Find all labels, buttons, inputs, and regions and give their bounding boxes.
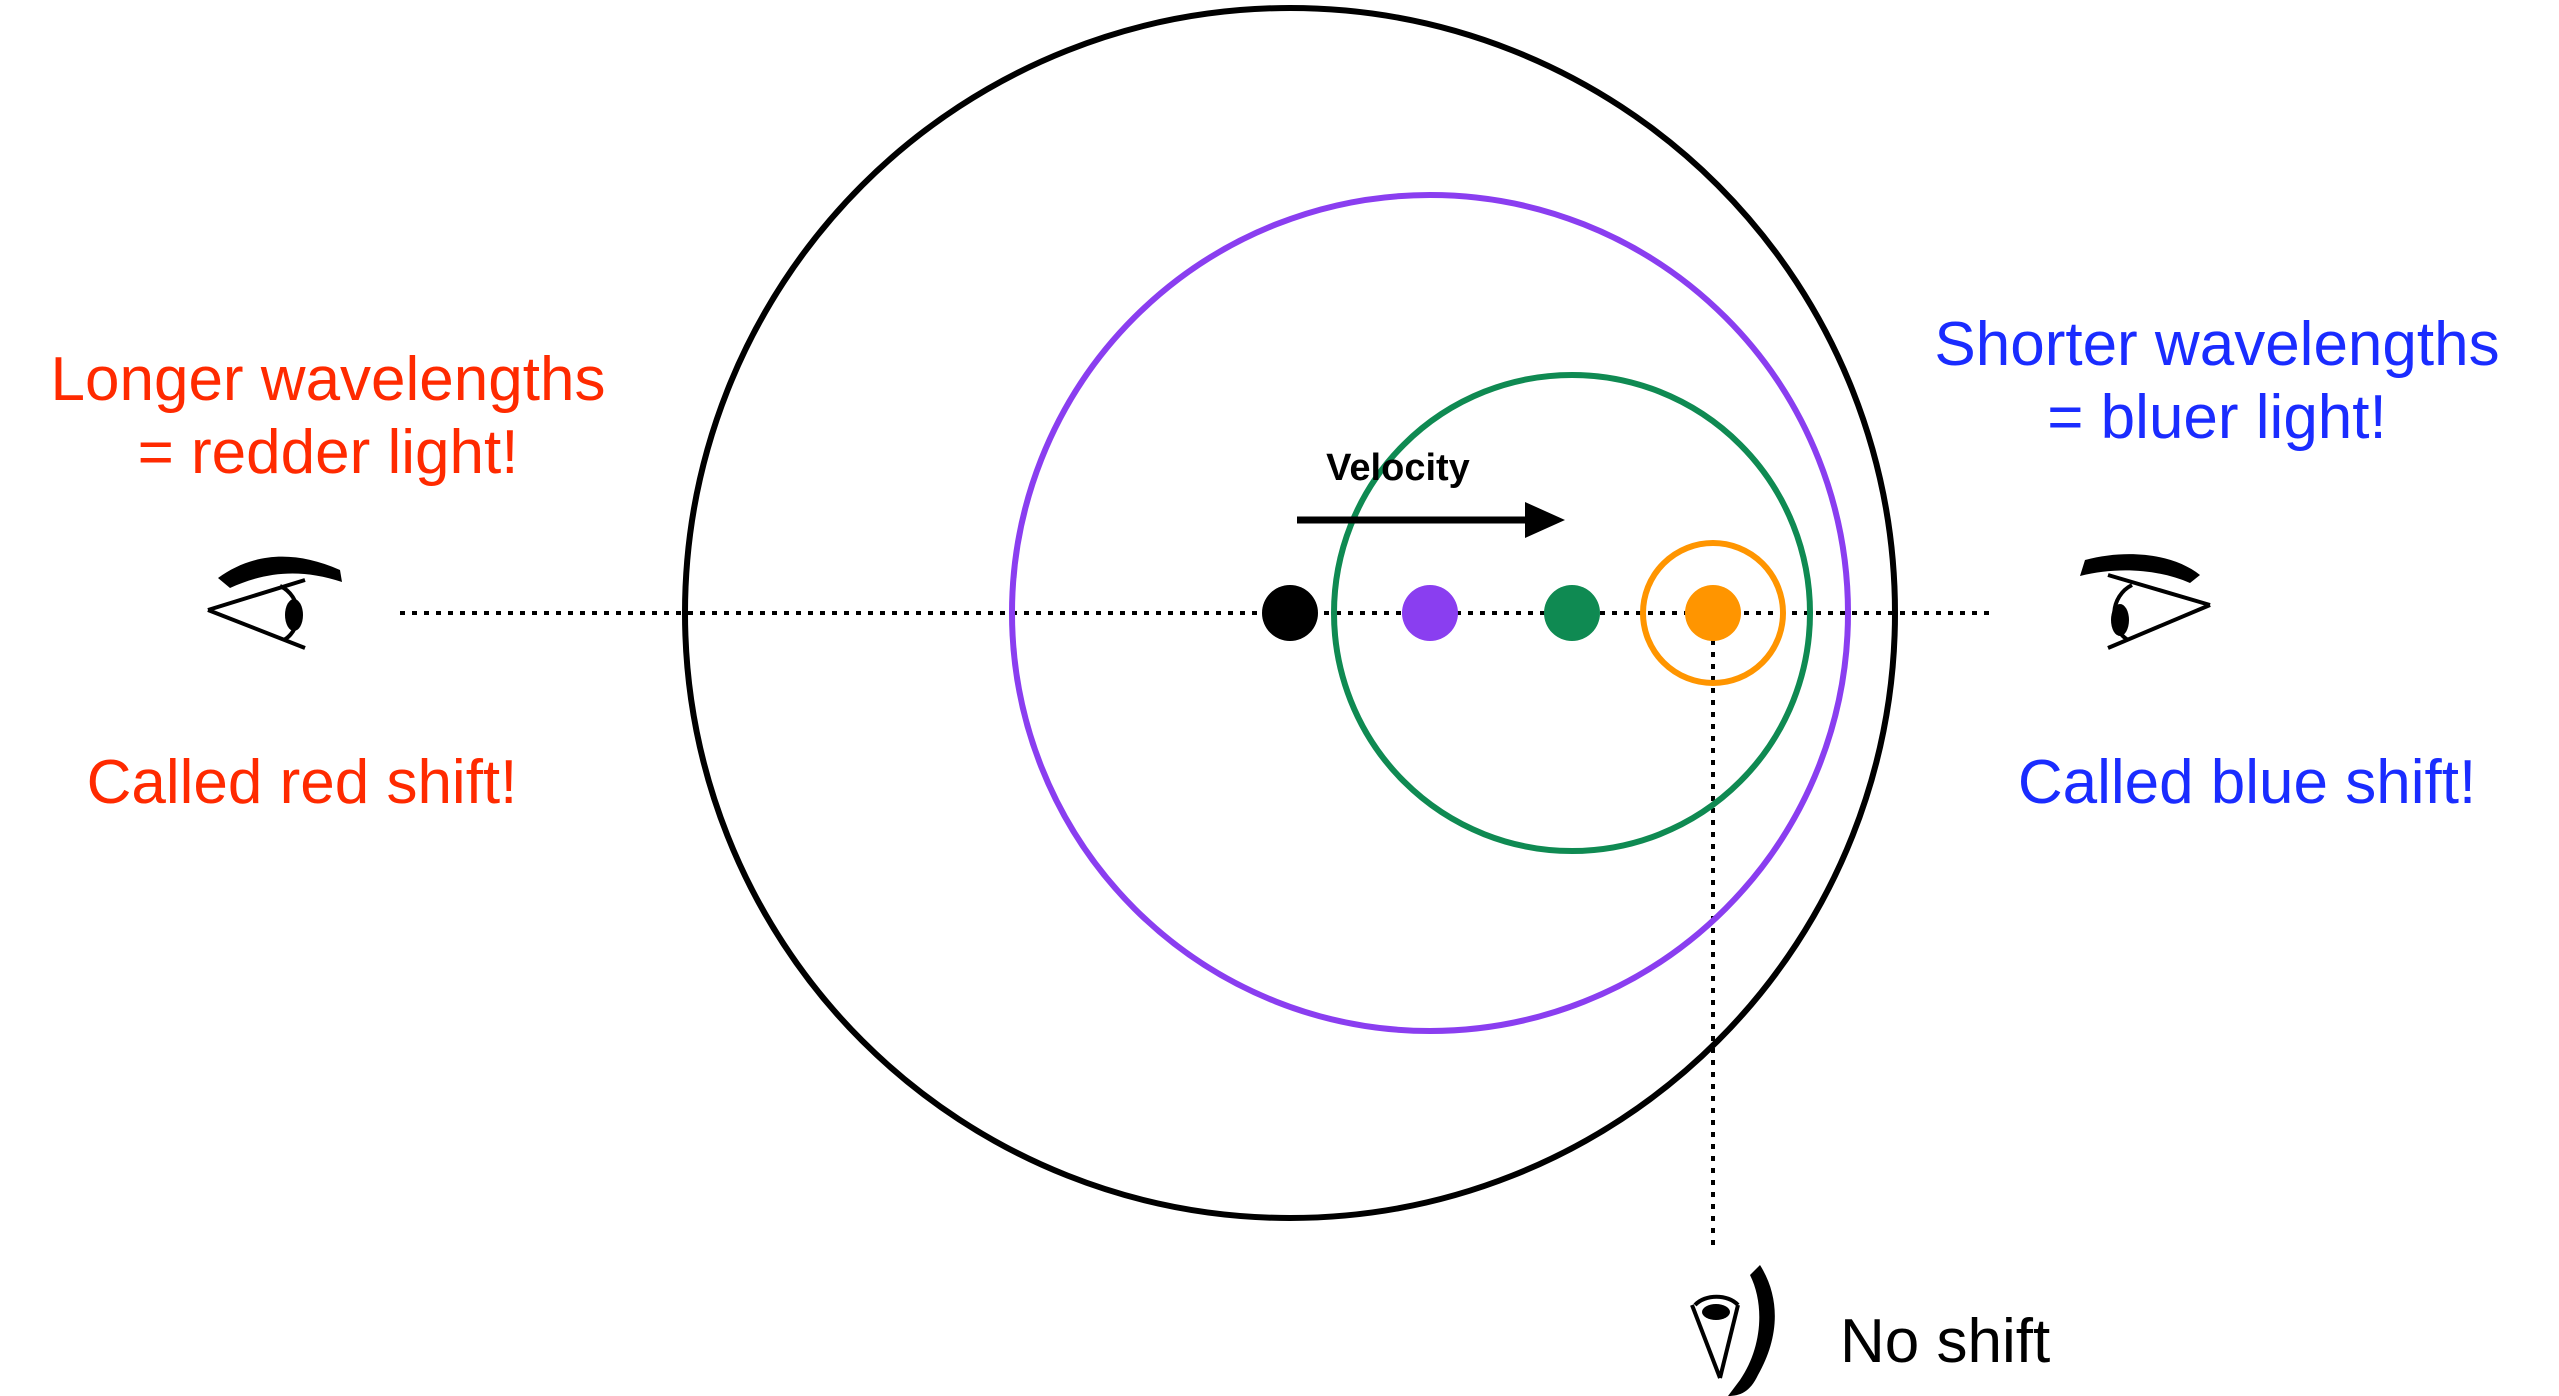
source-dot-green [1544, 585, 1600, 641]
bottom-label-no-shift: No shift [1840, 1307, 2050, 1376]
wavefront-orange [1640, 540, 1786, 686]
left-label-line2: = redder light! [138, 418, 519, 487]
velocity-label: Velocity [1326, 447, 1470, 489]
wavefront-green [1331, 372, 1813, 854]
wavefront-black [682, 5, 1898, 1221]
velocity-arrow-icon [1297, 502, 1565, 538]
eye-left-icon [207, 556, 342, 650]
source-dot-purple [1402, 585, 1458, 641]
right-label-line1: Shorter wavelengths [1934, 310, 2499, 379]
eye-right-icon [2080, 554, 2211, 650]
source-dot-black [1262, 585, 1318, 641]
right-label-line2: = bluer light! [2047, 383, 2387, 452]
right-label-shift: Called blue shift! [2018, 748, 2476, 817]
left-label-line1: Longer wavelengths [51, 345, 606, 414]
wavefront-purple [1009, 192, 1851, 1034]
left-label-shift: Called red shift! [87, 748, 518, 817]
source-dot-orange [1685, 585, 1741, 641]
eye-bottom-icon [1690, 1265, 1775, 1396]
